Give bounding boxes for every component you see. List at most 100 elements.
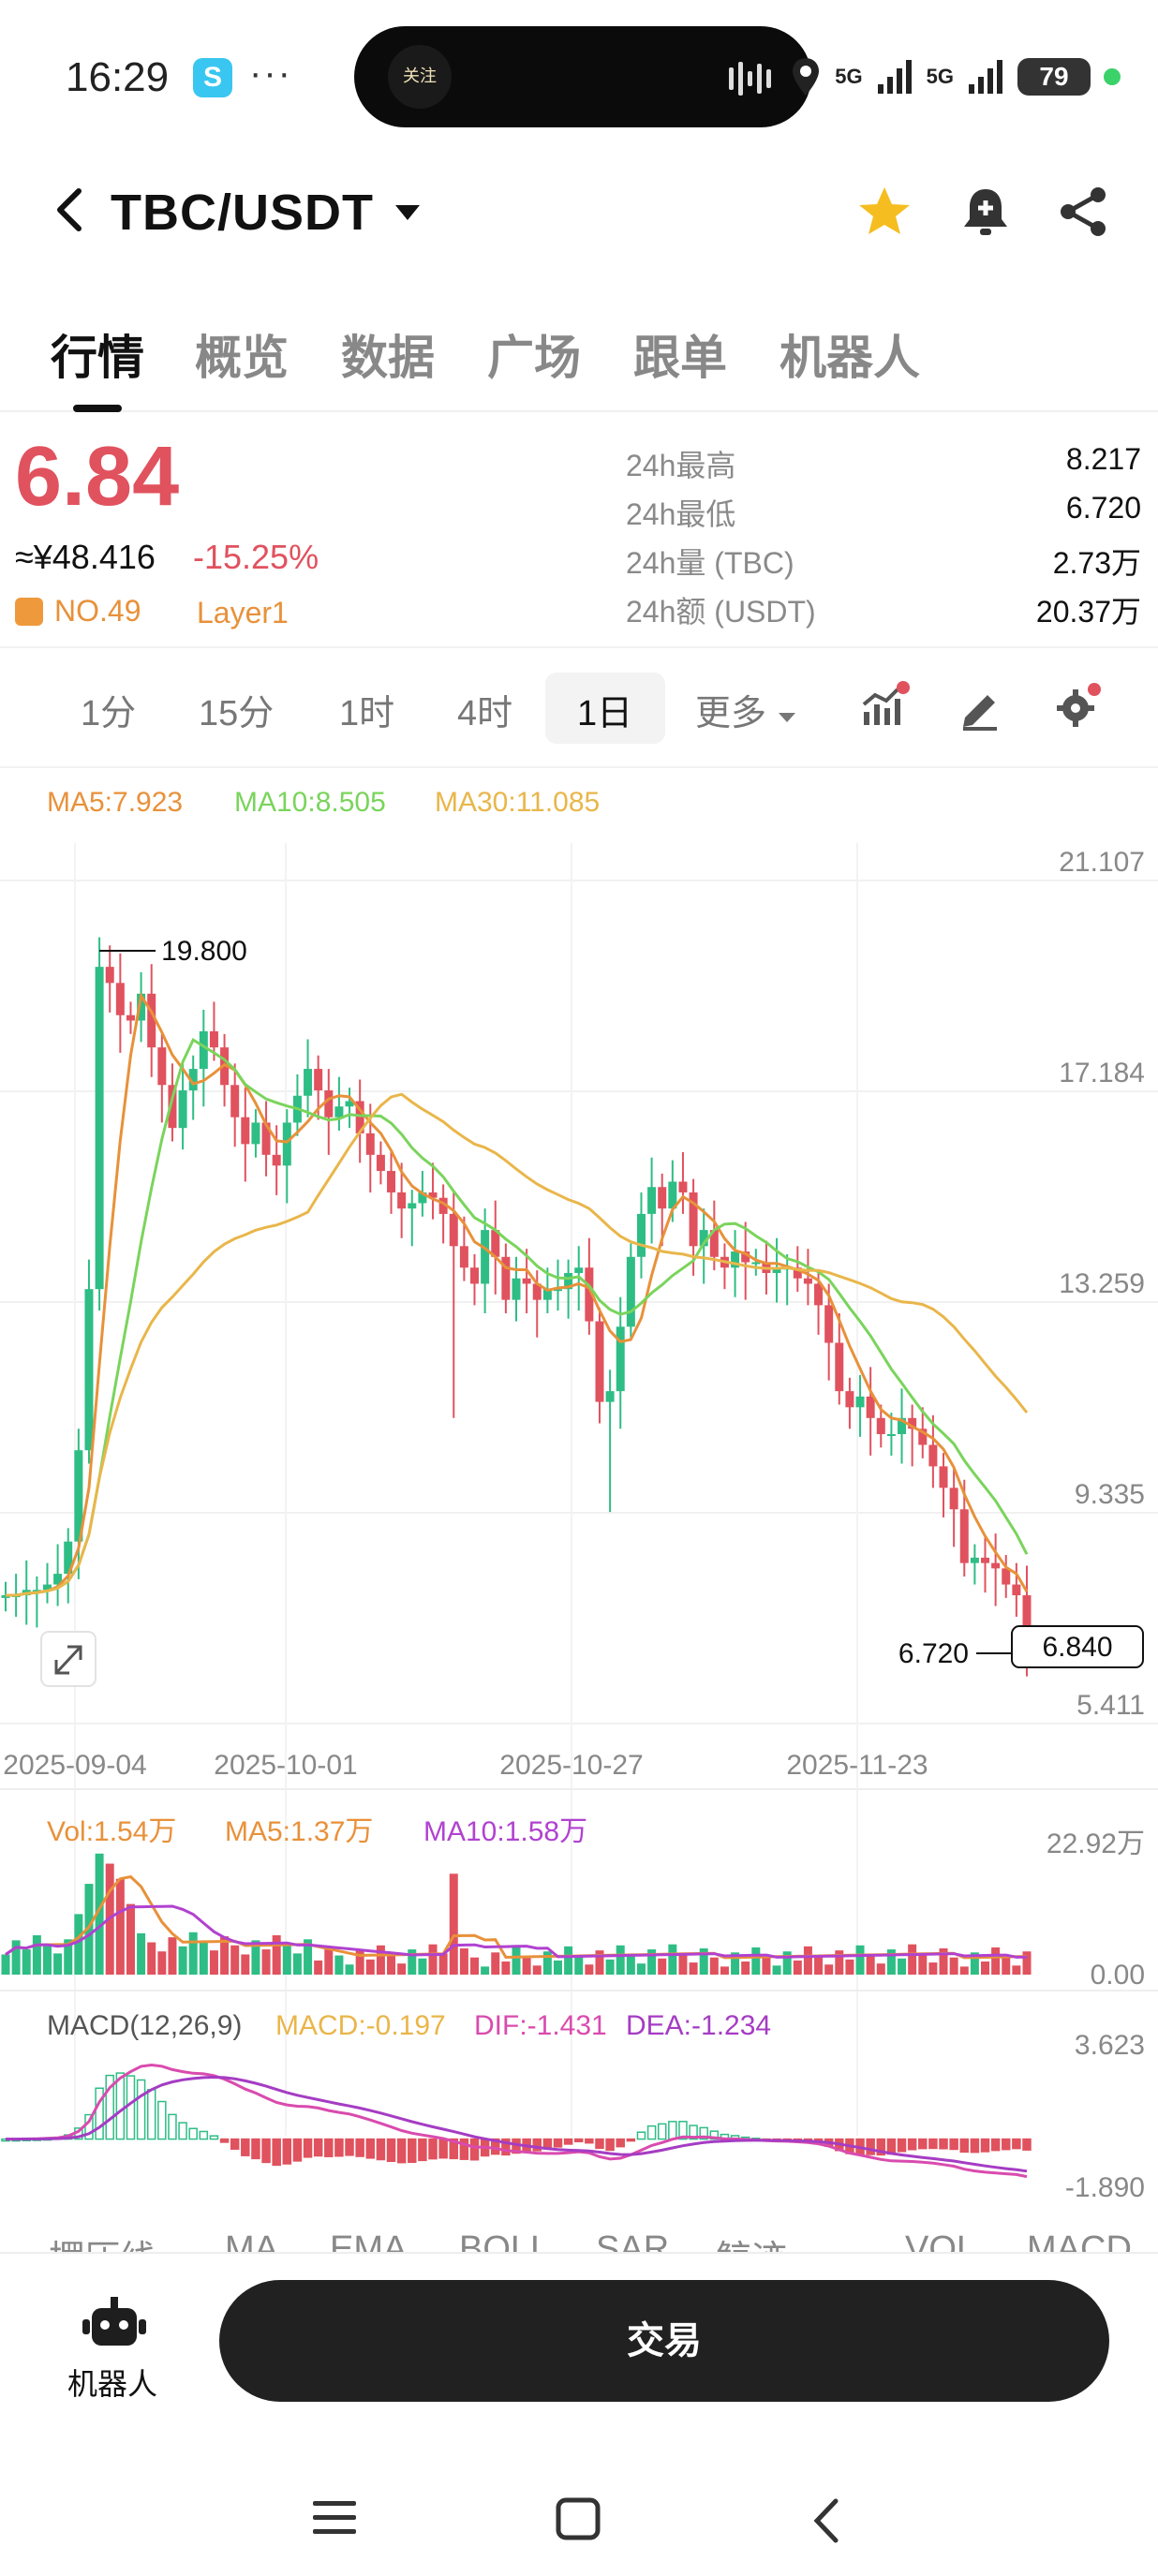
stat-label-turnover: 24h额 (USDT)	[626, 595, 816, 629]
app-notification-icon: S	[193, 58, 232, 97]
macd-histogram-bar	[282, 2138, 292, 2165]
candle-body	[855, 1396, 865, 1408]
macd-histogram-bar	[386, 2138, 396, 2163]
volume-bar	[42, 1944, 52, 1975]
macd-histogram-bar	[408, 2138, 417, 2164]
indicator-tab-ema[interactable]: EMA	[330, 2229, 408, 2252]
candle-body	[1002, 1568, 1011, 1585]
candle-body	[689, 1192, 698, 1247]
volume-bar	[542, 1951, 552, 1975]
volume-bar	[220, 1936, 230, 1975]
tab-bot[interactable]: 机器人	[779, 332, 920, 384]
macd-histogram-bar	[418, 2138, 427, 2162]
tab-square[interactable]: 广场	[487, 332, 581, 384]
indicator-tab-vol[interactable]: VOL	[905, 2229, 977, 2252]
macd-histogram-bar	[563, 2138, 573, 2145]
tab-overview[interactable]: 概览	[195, 332, 289, 384]
interval-1d[interactable]: 1日	[577, 694, 633, 733]
home-square-icon[interactable]	[555, 2497, 601, 2540]
y-axis-tick-label: 13.259	[1059, 1268, 1145, 1299]
chevron-down-icon[interactable]	[393, 202, 422, 223]
kline-chart[interactable]: 21.107 17.184 13.259 9.335 5.411 2025-09-04 20…	[0, 824, 1158, 2220]
ma10-legend: MA10:8.505	[234, 787, 386, 818]
price-cny: ≈¥48.416	[15, 538, 156, 576]
y-axis-tick-label: 5.411	[1076, 1690, 1145, 1721]
candle-body	[959, 1509, 969, 1563]
candle-body	[803, 1278, 812, 1284]
category-tag[interactable]: Layer1	[197, 596, 289, 629]
x-axis-date-label: 2025-10-01	[214, 1750, 357, 1781]
stat-label-volume: 24h量 (TBC)	[626, 546, 794, 580]
indicator-tab-sar[interactable]: SAR	[596, 2229, 670, 2252]
volume-bar	[387, 1954, 396, 1975]
tab-data[interactable]: 数据	[341, 332, 435, 384]
ma5-legend: MA5:7.923	[47, 787, 184, 818]
volume-bar	[512, 1947, 521, 1975]
low-price-marker: 6.720	[898, 1638, 969, 1669]
volume-bar	[678, 1953, 688, 1975]
candle-body	[939, 1466, 948, 1488]
stat-value-low: 6.720	[1065, 491, 1141, 525]
chart-settings-gear-icon[interactable]	[1051, 680, 1104, 733]
interval-4h[interactable]: 4时	[457, 694, 513, 733]
volume-bar	[481, 1966, 490, 1975]
candle-body	[32, 1590, 41, 1592]
pair-title[interactable]: TBC/USDT	[111, 185, 374, 241]
recent-apps-menu-icon[interactable]	[311, 2497, 358, 2539]
interval-15m[interactable]: 15分	[199, 694, 275, 733]
indicator-chart-icon[interactable]	[858, 680, 911, 733]
candle-body	[918, 1429, 928, 1445]
volume-bar	[178, 1946, 187, 1975]
candle-body	[64, 1541, 73, 1575]
favorite-star-icon[interactable]	[854, 182, 914, 242]
macd-histogram-bar	[699, 2126, 708, 2140]
macd-histogram-bar	[469, 2138, 480, 2161]
price-alert-bell-icon[interactable]	[956, 182, 1016, 242]
candle-body	[542, 1289, 552, 1300]
interval-more[interactable]: 更多	[695, 684, 797, 735]
nav-back-icon[interactable]	[808, 2497, 845, 2544]
indicator-tab-support[interactable]: 摆压线	[49, 2229, 156, 2252]
caret-down-icon	[778, 713, 795, 722]
indicator-tab-ma[interactable]: MA	[225, 2229, 278, 2252]
volume-bar	[522, 1956, 531, 1975]
macd-histogram-bar	[678, 2121, 688, 2140]
macd-histogram-bar	[626, 2138, 636, 2142]
draw-tool-pencil-icon[interactable]	[954, 680, 1006, 733]
volume-bar	[304, 1939, 313, 1975]
candle-body	[605, 1391, 615, 1402]
candle-body	[981, 1557, 990, 1563]
candle-body	[501, 1256, 511, 1300]
music-app-logo: 关注	[388, 45, 452, 109]
tab-market[interactable]: 行情	[51, 332, 144, 384]
macd-histogram-bar	[365, 2138, 376, 2159]
candle-body	[1012, 1584, 1021, 1596]
macd-histogram-bar	[668, 2121, 677, 2140]
candle-body	[84, 1289, 94, 1451]
macd-histogram-bar	[573, 2138, 584, 2142]
candle-body	[230, 1085, 240, 1118]
indicator-tab-whale[interactable]: 鲸迹	[716, 2229, 787, 2252]
interval-1h[interactable]: 1时	[339, 694, 395, 733]
volume-bar	[168, 1937, 177, 1975]
back-arrow-icon[interactable]	[47, 184, 94, 236]
macd-histogram-bar	[532, 2138, 542, 2152]
dynamic-island[interactable]: 关注	[354, 26, 811, 127]
battery-icon: 79	[1017, 58, 1091, 96]
robot-label[interactable]: 机器人	[67, 2367, 158, 2401]
robot-icon[interactable]	[67, 2295, 161, 2355]
indicator-tab-macd[interactable]: MACD	[1027, 2229, 1132, 2252]
rank-badge[interactable]: NO.49	[15, 594, 141, 629]
candle-body	[553, 1289, 562, 1292]
candle-body	[428, 1192, 438, 1198]
tab-copy-trading[interactable]: 跟单	[633, 332, 727, 384]
y-axis-tick-label: 21.107	[1059, 847, 1145, 878]
trade-button[interactable]: 交易	[219, 2280, 1109, 2402]
macd-histogram-bar	[876, 2138, 886, 2156]
indicator-tab-boll[interactable]: BOLL	[459, 2229, 551, 2252]
interval-1m[interactable]: 1分	[81, 694, 137, 733]
volume-axis-max: 22.92万	[1047, 1828, 1145, 1859]
rank-icon	[15, 597, 43, 626]
share-icon[interactable]	[1053, 182, 1113, 242]
volume-bar	[418, 1958, 427, 1975]
